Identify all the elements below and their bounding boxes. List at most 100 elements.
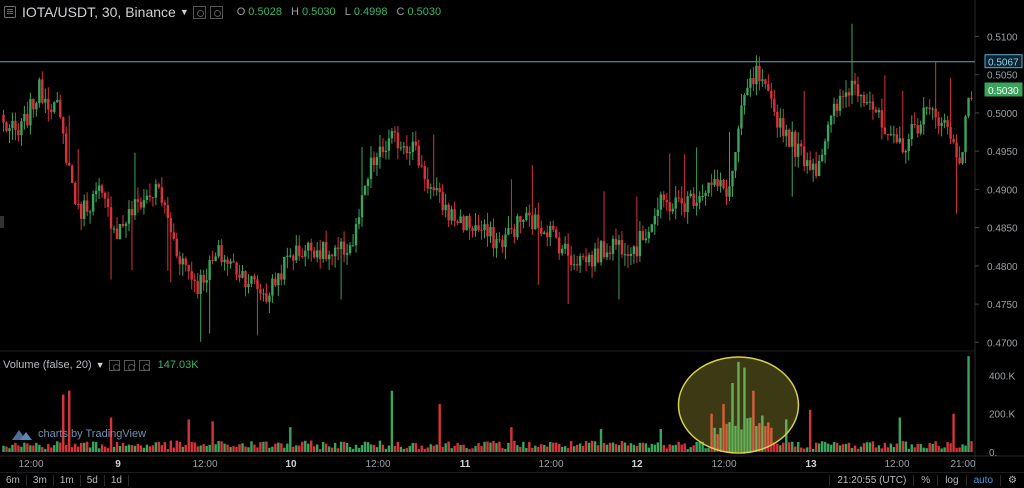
volume-bar	[913, 447, 916, 452]
volume-bar	[244, 446, 247, 452]
candle-body	[456, 221, 459, 224]
candle-body	[318, 250, 322, 259]
log-toggle[interactable]: log	[937, 475, 965, 486]
gear-icon[interactable]: ⚙	[1000, 475, 1024, 486]
volume-bar	[53, 445, 56, 452]
volume-bar	[967, 356, 970, 452]
volume-bar	[743, 367, 746, 452]
range-6m-button[interactable]: 6m	[0, 475, 27, 486]
auto-toggle[interactable]: auto	[965, 475, 1000, 486]
volume-bar	[829, 444, 833, 452]
volume-title[interactable]: Volume (false, 20)	[3, 359, 92, 371]
price-tick-label: 0.5050	[987, 71, 1018, 82]
candle-body	[584, 256, 588, 263]
volume-bar	[808, 409, 812, 452]
symbol-title[interactable]: IOTA/USDT, 30, Binance	[22, 4, 176, 20]
candle-body	[250, 276, 253, 284]
volume-bar	[665, 448, 668, 452]
volume-axis[interactable]: 400.K 200.K 0.	[989, 371, 1015, 459]
price-axis[interactable]: 0.5100 0.5050 0.5000 0.4950 0.4900 0.4850 0.48…	[975, 32, 1023, 349]
menu-icon[interactable]	[4, 6, 16, 18]
chevron-down-icon[interactable]: ▼	[179, 7, 189, 17]
candle-body	[85, 200, 89, 212]
volume-bar	[507, 442, 510, 452]
candle-body	[157, 184, 161, 188]
volume-bar	[659, 429, 662, 452]
volume-bar	[689, 447, 692, 452]
watermark-text: charts by TradingView	[38, 428, 147, 440]
range-1m-button[interactable]: 1m	[54, 475, 81, 486]
candle-body	[832, 103, 836, 116]
settings-icon[interactable]	[192, 5, 206, 19]
candle-body	[41, 79, 44, 103]
volume-bar	[549, 441, 552, 452]
candle-body	[283, 256, 286, 280]
volume-bar	[124, 445, 128, 452]
candle-body	[91, 194, 95, 212]
time-axis[interactable]: 12:00 9 12:00 10 12:00 11 12:00 12 12:00 13 12:00 2…	[18, 459, 975, 470]
candle-body	[794, 131, 797, 157]
candle-body	[847, 92, 851, 96]
volume-header: Volume (false, 20) ▼ 147.03K	[0, 356, 199, 374]
range-3m-button[interactable]: 3m	[27, 475, 54, 486]
candle-body	[820, 154, 824, 161]
candle-body	[835, 103, 839, 111]
candle-body	[802, 146, 806, 167]
volume-bar	[961, 444, 964, 452]
volume-bar	[844, 443, 848, 452]
candle-body	[695, 202, 698, 207]
volume-bar	[859, 446, 863, 452]
volume-bar	[901, 441, 904, 452]
volume-bar	[695, 441, 698, 452]
candle-body	[390, 131, 394, 139]
hide-icon[interactable]	[123, 359, 135, 371]
volume-bar	[381, 444, 385, 452]
candle-body	[581, 256, 585, 258]
volume-bar	[534, 445, 537, 452]
close-icon[interactable]	[138, 359, 150, 371]
volume-bars-layer	[2, 356, 973, 452]
volume-bar	[289, 427, 292, 452]
volume-bar	[698, 442, 701, 452]
volume-bar	[877, 445, 881, 452]
volume-bar	[432, 445, 435, 452]
volume-bar	[617, 445, 621, 452]
candle-body	[106, 198, 110, 208]
candle-body	[829, 115, 833, 125]
candle-body	[88, 211, 92, 213]
price-tick-label: 0.4700	[987, 338, 1018, 349]
candle-body	[423, 166, 426, 180]
candle-body	[103, 192, 107, 199]
volume-bar	[528, 442, 531, 452]
volume-bar	[683, 443, 686, 452]
candle-body	[871, 101, 875, 110]
candle-body	[746, 87, 749, 96]
candle-body	[324, 241, 328, 260]
candle-body	[483, 224, 486, 231]
chevron-down-icon[interactable]: ▼	[95, 360, 105, 370]
settings-icon[interactable]	[108, 359, 120, 371]
hide-icon[interactable]	[209, 5, 223, 19]
range-5d-button[interactable]: 5d	[81, 475, 105, 486]
percent-toggle[interactable]: %	[913, 475, 937, 486]
range-1d-button[interactable]: 1d	[105, 475, 129, 486]
candle-body	[127, 209, 131, 224]
volume-bar	[850, 447, 854, 452]
price-tick-label: 0.5000	[987, 109, 1018, 120]
candle-body	[274, 278, 277, 286]
candle-body	[465, 215, 468, 231]
volume-bar	[477, 443, 480, 452]
volume-bar	[814, 442, 818, 452]
candle-body	[280, 273, 283, 280]
candle-body	[964, 116, 967, 153]
volume-bar	[764, 426, 767, 452]
candle-body	[531, 215, 534, 230]
candle-body	[659, 194, 662, 210]
candle-body	[438, 188, 441, 193]
candle-body	[100, 185, 104, 193]
left-drag-handle[interactable]	[0, 216, 4, 228]
volume-bar	[847, 442, 851, 452]
volume-bar	[154, 442, 158, 452]
tradingview-watermark[interactable]: charts by TradingView	[12, 428, 146, 440]
